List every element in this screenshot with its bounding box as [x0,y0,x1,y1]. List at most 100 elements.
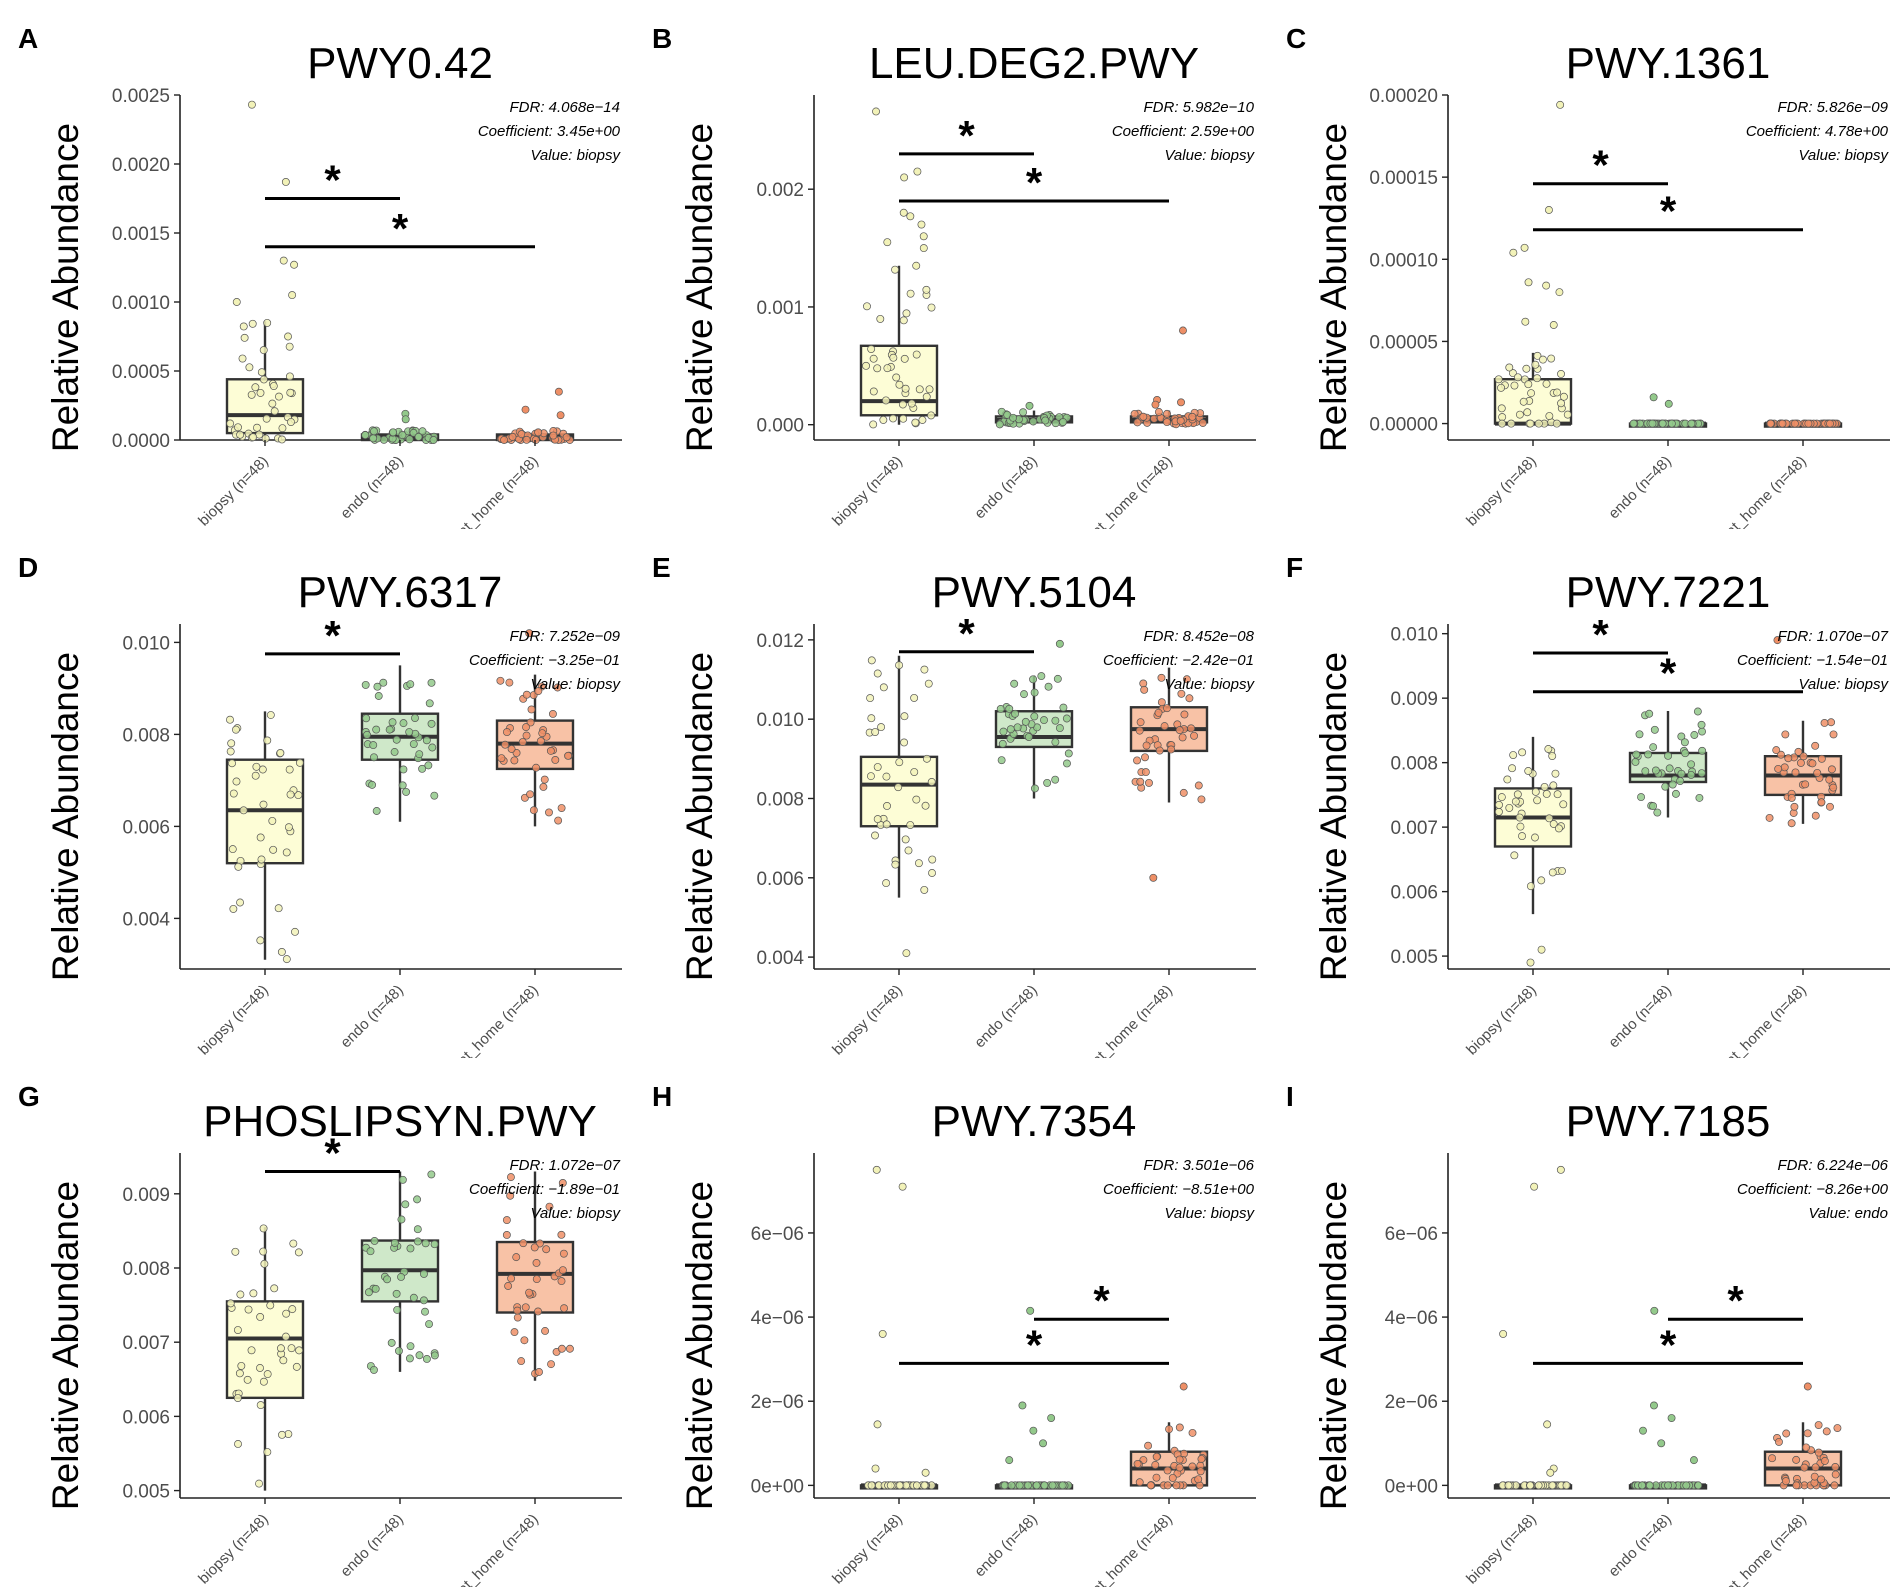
sample-point [1533,374,1542,383]
sample-point [1180,710,1189,719]
sample-point [1498,413,1507,422]
sample-point [883,364,892,373]
sample-point [245,363,254,372]
sample-point [1497,404,1506,413]
stat-annotation: FDR: 5.826e−09 [1778,99,1889,116]
sample-point [1811,741,1820,750]
outlier-point [1555,288,1564,297]
sample-point [867,714,876,723]
sample-point [876,314,885,323]
sample-point [1139,412,1148,421]
box [859,755,939,828]
sample-point [1811,1463,1820,1472]
x-tick-label: biopsy (n=48) [1463,453,1540,529]
sample-point [900,738,909,747]
sample-point [276,1344,285,1353]
sample-point [278,435,286,444]
sample-point [1562,1481,1571,1490]
sample-point [1645,1481,1654,1490]
sample-point [425,699,434,708]
sample-point [904,846,913,855]
sample-point [1040,716,1048,725]
outlier-point [1026,1306,1035,1315]
sample-point [1542,790,1551,798]
sample-point [228,759,236,768]
sample-point [1188,1428,1197,1437]
sample-point [921,801,930,810]
sample-point [229,789,238,798]
sample-point [1198,419,1207,427]
sample-point [1163,1466,1172,1475]
sample-point [1538,355,1547,364]
y-axis-label: Relative Abundance [1313,1181,1354,1510]
sample-point [912,350,921,359]
x-tick-label: biopsy (n=48) [829,453,906,529]
sample-point [998,739,1007,748]
sample-point [502,1231,511,1239]
x-tick-label: endo (n=48) [337,982,407,1052]
y-tick-label: 0e+00 [751,1476,804,1497]
sample-point [902,1481,911,1490]
sample-point [553,683,562,692]
sample-point [879,683,888,692]
sample-point [557,1277,566,1286]
x-tick-label: biopsy (n=48) [195,453,272,529]
significance-star: * [1660,650,1677,697]
stat-annotation: Value: biopsy [530,676,621,693]
sample-point [1009,413,1018,422]
y-tick-label: 0.00015 [1369,168,1438,189]
sample-point [1165,1425,1174,1434]
x-tick-label: endo (n=48) [971,1511,1041,1581]
sample-point [1693,707,1702,716]
sample-point [1531,787,1540,796]
sample-point [361,680,370,689]
y-tick-label: 0.004 [756,948,804,969]
significance-star: * [1660,188,1677,235]
sample-point [898,400,907,409]
sample-point [1029,675,1038,684]
outlier-point [1005,1456,1014,1465]
sample-point [260,1259,269,1268]
stat-annotation: Value: biopsy [530,147,621,164]
sample-point [1557,399,1565,408]
sample-point [277,948,286,956]
sample-point [1522,364,1531,373]
sample-point [236,430,245,439]
sample-point [1136,777,1145,786]
y-tick-label: 6e−06 [751,1224,804,1245]
sample-point [285,765,294,774]
sample-point [411,714,419,723]
outlier-point [1649,393,1658,402]
sample-point [237,1361,246,1370]
outlier-point [1530,1182,1539,1191]
sample-point [236,1290,245,1299]
sample-point [1698,746,1707,755]
sample-point [521,1303,530,1312]
sample-point [256,1312,265,1321]
sample-point [920,885,929,894]
sample-point [1531,360,1540,369]
sample-point [1697,720,1706,729]
sample-point [1808,759,1817,768]
sample-point [1015,1481,1024,1490]
sample-point [1518,748,1527,757]
sample-point [1152,1473,1161,1482]
sample-point [899,316,908,325]
sample-point [259,1224,268,1233]
stat-annotation: Coefficient: −1.54e−01 [1737,652,1888,669]
sample-point [877,723,886,732]
outlier-point [521,405,530,414]
sample-point [901,835,910,844]
panel-h: H PWY.7354 Relative Abundance 0e+00 2e−06 4e−… [652,1081,1256,1587]
stat-annotation: FDR: 8.452e−08 [1144,628,1255,645]
outlier-point [919,244,928,253]
sample-point [406,1342,415,1351]
sample-point [911,418,920,427]
sample-point [287,418,295,426]
sample-point [424,761,433,770]
sample-point [234,423,242,432]
sample-point [1051,775,1060,784]
sample-point [1804,419,1813,428]
sample-point [525,1288,534,1297]
sample-point [1058,1481,1067,1490]
